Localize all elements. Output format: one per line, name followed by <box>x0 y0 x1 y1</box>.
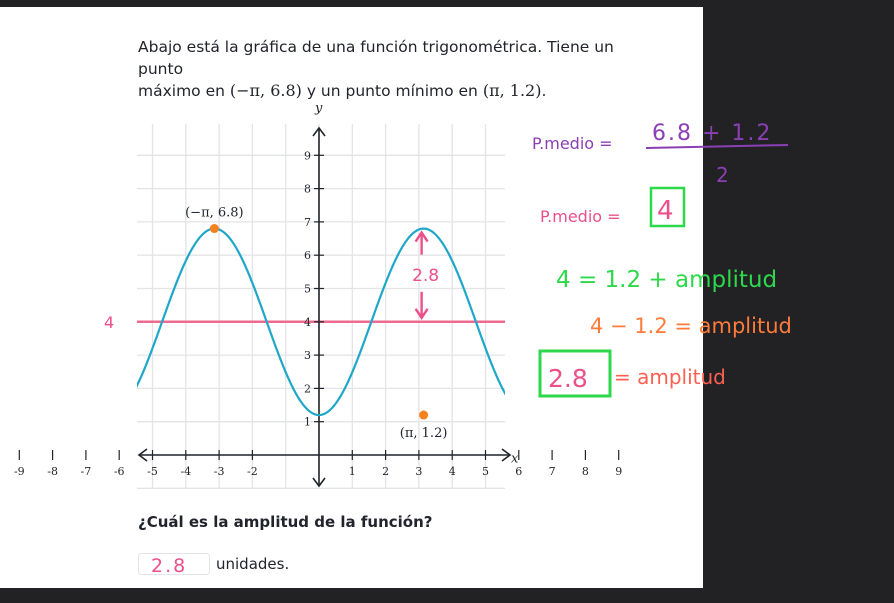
y-tick-label: 4 <box>304 316 311 329</box>
x-tick-label: 3 <box>415 465 422 478</box>
answer-handwriting: 2.8 <box>151 555 187 574</box>
function-curve <box>137 227 505 417</box>
y-axis-arrow-up <box>312 126 326 137</box>
x-tick-label: 8 <box>582 465 589 478</box>
x-tick-label: -6 <box>114 465 125 478</box>
answer-value: 2.8 <box>151 555 187 574</box>
x-tick-label: -2 <box>247 465 258 478</box>
y-tick-label: 9 <box>304 149 311 162</box>
problem-intro: Abajo está la gráfica de una función tri… <box>138 36 658 102</box>
x-tick-label: -7 <box>81 465 92 478</box>
amplitude-arrow-label: 2.8 <box>412 266 439 286</box>
y-tick-label: 7 <box>304 216 311 229</box>
intro-line-2-end: . <box>541 82 547 100</box>
max-point <box>209 224 219 234</box>
x-tick-label: 6 <box>515 465 522 478</box>
y-tick-label: 8 <box>304 183 311 196</box>
min-point-label: (π, 1.2) <box>400 426 448 441</box>
amplitude-arrowhead-bottom <box>414 308 429 320</box>
min-point <box>419 410 429 420</box>
min-point-text: (π, 1.2) <box>482 81 542 100</box>
intro-line-1: Abajo está la gráfica de una función tri… <box>138 38 614 78</box>
x-tick-label: -9 <box>14 465 25 478</box>
x-tick-label: -4 <box>180 465 191 478</box>
y-tick-label: 2 <box>304 382 311 395</box>
x-axis-arrow-left <box>137 448 148 462</box>
x-tick-label: -3 <box>214 465 225 478</box>
problem-panel <box>0 7 703 588</box>
x-tick-label: 4 <box>449 465 456 478</box>
y-axis-label: y <box>314 101 323 116</box>
y-tick-label: 1 <box>304 416 311 429</box>
answer-row: 2.8 unidades. <box>138 553 289 575</box>
y-axis-arrow-down <box>312 477 326 488</box>
x-tick-label: 9 <box>615 465 622 478</box>
amplitude-arrowhead-top <box>414 230 429 243</box>
x-tick-label: -5 <box>147 465 158 478</box>
y-tick-label: 6 <box>304 249 311 262</box>
max-point-text: (−π, 6.8) <box>229 81 302 100</box>
units-label: unidades. <box>216 555 290 573</box>
answer-input[interactable]: 2.8 <box>138 553 210 575</box>
max-point-label: (−π, 6.8) <box>185 206 244 221</box>
intro-line-2-pre: máximo en <box>138 82 230 100</box>
x-axis-label: x <box>511 452 519 467</box>
intro-line-2-mid: y un punto mínimo en <box>301 82 483 100</box>
x-tick-label: 7 <box>549 465 556 478</box>
x-tick-label: -8 <box>47 465 58 478</box>
x-axis-arrow-right <box>501 448 512 462</box>
x-tick-label: 5 <box>482 465 489 478</box>
y-tick-label: 3 <box>304 349 311 362</box>
x-tick-label: 1 <box>349 465 356 478</box>
x-tick-label: 2 <box>382 465 389 478</box>
y-tick-label: 5 <box>304 283 311 296</box>
question-text: ¿Cuál es la amplitud de la función? <box>138 513 433 531</box>
